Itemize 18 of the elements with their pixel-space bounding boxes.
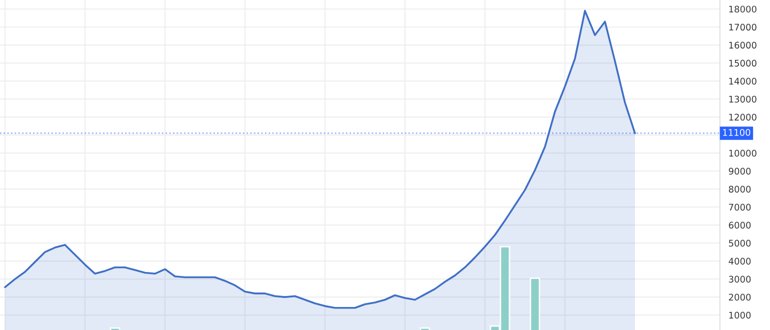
- y-tick-label: 4000: [728, 258, 751, 265]
- y-tick-label: 18000: [729, 6, 756, 13]
- y-tick-label: 15000: [729, 60, 756, 67]
- y-tick-label: 10000: [729, 150, 756, 157]
- y-tick-label: 2000: [728, 294, 751, 301]
- y-tick-label: 7000: [729, 204, 751, 211]
- y-tick-label: 6000: [728, 222, 751, 229]
- y-tick-label: 16000: [729, 42, 756, 49]
- y-tick-label: 9000: [728, 168, 751, 175]
- y-tick-label: 1000: [729, 312, 751, 319]
- y-tick-label: 5000: [728, 240, 751, 247]
- y-tick-label: 13000: [729, 96, 756, 103]
- y-tick-label: 3000: [728, 276, 751, 283]
- y-tick-label: 12000: [729, 114, 756, 121]
- y-tick-label: 8000: [728, 186, 751, 193]
- y-tick-label: 14000: [729, 78, 756, 85]
- ref-line-label: 11100: [723, 129, 750, 136]
- y-tick-label: 17000: [729, 24, 756, 31]
